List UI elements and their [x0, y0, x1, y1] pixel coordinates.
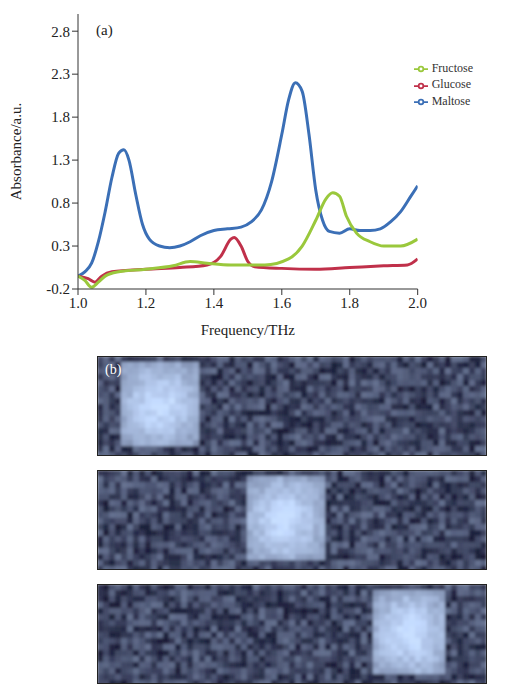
- svg-text:1.3: 1.3: [51, 152, 70, 168]
- svg-text:1.2: 1.2: [137, 295, 156, 311]
- html-text:(a): (a): [96, 22, 113, 38]
- svg-text:2.0: 2.0: [408, 295, 427, 311]
- svg-text:1.8: 1.8: [51, 109, 70, 125]
- html-text:Maltose: Maltose: [431, 93, 471, 108]
- svg-text:(b): (b): [105, 362, 122, 378]
- svg-text:1.0: 1.0: [69, 295, 88, 311]
- svg-text:2.8: 2.8: [51, 24, 70, 40]
- html-text:Fructose: Fructose: [431, 61, 473, 75]
- svg-text:0.3: 0.3: [51, 238, 70, 254]
- svg-text:1.4: 1.4: [204, 295, 223, 311]
- svg-text:2.3: 2.3: [51, 66, 70, 82]
- svg-text:-0.2: -0.2: [46, 281, 70, 297]
- svg-text:0.8: 0.8: [51, 195, 70, 211]
- svg-text:1.8: 1.8: [340, 295, 359, 311]
- html-text:Glucose: Glucose: [431, 77, 471, 92]
- svg-text:Frequency/THz: Frequency/THz: [201, 322, 295, 338]
- svg-text:1.6: 1.6: [272, 295, 291, 311]
- svg-text:Absorbance/a.u.: Absorbance/a.u.: [8, 103, 24, 200]
